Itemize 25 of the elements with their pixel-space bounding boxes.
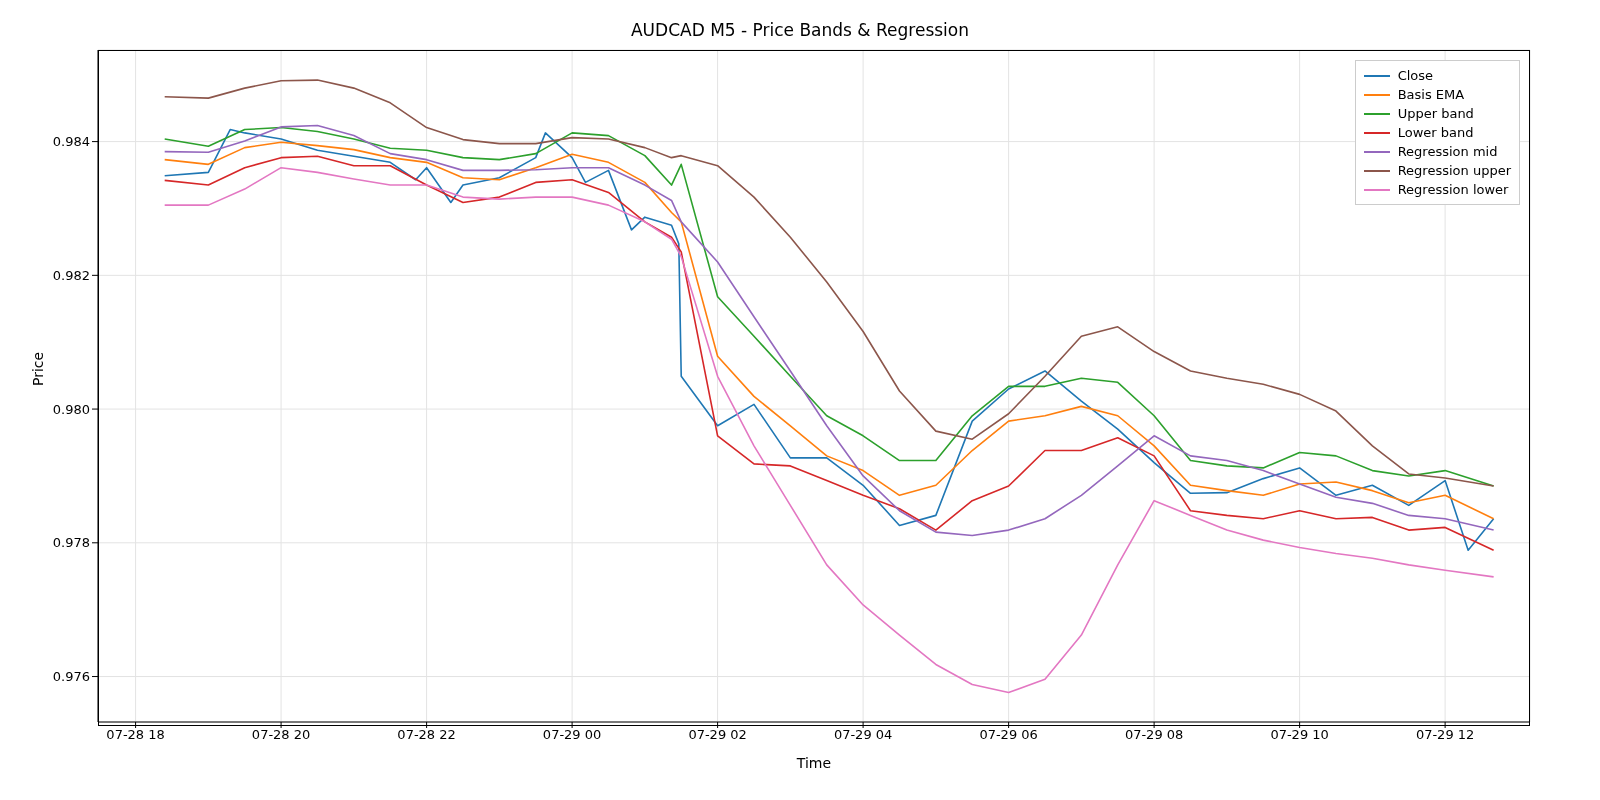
y-tick-label: 0.980	[52, 401, 90, 417]
x-tick-label: 07-28 18	[106, 727, 165, 743]
x-tick-label: 07-29 08	[1124, 727, 1184, 743]
x-tick-label: 07-29 06	[979, 727, 1038, 743]
x-tick-label: 07-29 02	[688, 727, 747, 743]
y-tick-label: 0.984	[52, 134, 90, 150]
x-axis-title: Time	[795, 755, 832, 771]
x-tick-label: 07-29 00	[542, 727, 602, 743]
legend-label: Lower band	[1397, 124, 1474, 142]
legend-label: Basis EMA	[1397, 86, 1465, 104]
x-tick-label: 07-29 12	[1415, 727, 1475, 743]
legend-label: Close	[1397, 67, 1434, 85]
legend-label: Regression mid	[1397, 143, 1498, 161]
x-tick-label: 07-29 04	[833, 727, 893, 743]
legend-label: Upper band	[1397, 105, 1474, 123]
x-tick-label: 07-28 20	[251, 727, 311, 743]
x-tick-label: 07-28 22	[397, 727, 456, 743]
y-tick-label: 0.978	[52, 535, 90, 551]
y-tick-label: 0.976	[52, 669, 90, 685]
legend-label: Regression upper	[1397, 162, 1511, 180]
legend-label: Regression lower	[1397, 181, 1509, 199]
x-tick-label: 07-29 10	[1270, 727, 1329, 743]
y-tick-label: 0.982	[52, 267, 90, 283]
y-axis-title: Price	[29, 351, 46, 386]
chart-title: AUDCAD M5 - Price Bands & Regression	[630, 20, 970, 40]
